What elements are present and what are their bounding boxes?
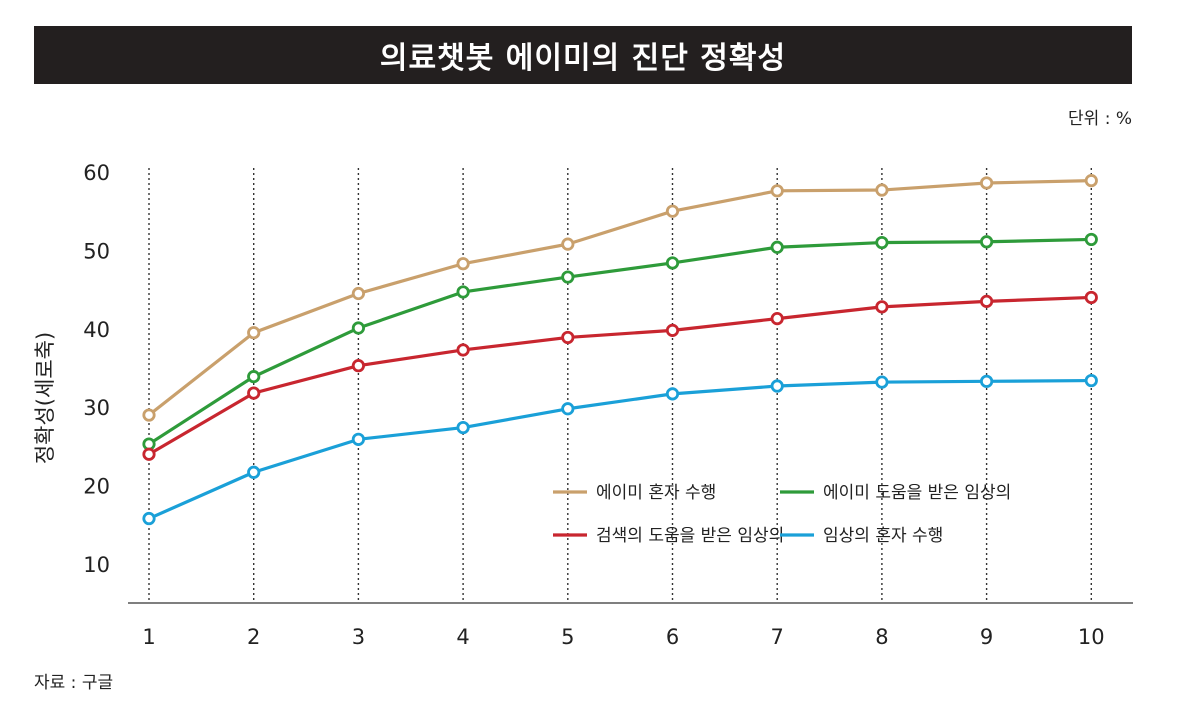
data-point [875, 235, 889, 250]
data-point [875, 300, 889, 314]
legend-item: 임상의 혼자 수행 [780, 526, 943, 546]
data-point [561, 237, 575, 251]
data-point [665, 387, 680, 401]
data-point [561, 270, 575, 284]
data-point [561, 330, 575, 345]
series-line [147, 237, 1093, 446]
data-point [247, 465, 261, 479]
x-tick-label: 8 [875, 625, 888, 649]
data-point [247, 326, 261, 340]
data-point [142, 511, 156, 526]
x-tick-label: 4 [456, 625, 469, 649]
data-point [247, 386, 261, 400]
y-axis-ticks: 10 20 30 40 50 60 [83, 161, 110, 577]
series-line [147, 179, 1093, 417]
data-point [979, 374, 994, 388]
data-point [1084, 290, 1098, 305]
x-tick-label: 3 [352, 625, 365, 649]
data-point [1084, 232, 1098, 247]
series-line [147, 295, 1093, 456]
x-axis-ticks: 1 2 3 4 5 6 7 8 9 10 [142, 625, 1104, 649]
legend-label: 에이미 도움을 받은 임상의 [823, 483, 1011, 503]
data-point [351, 359, 365, 373]
y-tick-label: 40 [83, 318, 110, 342]
data-point [351, 432, 365, 446]
data-point [770, 240, 784, 254]
y-tick-label: 10 [83, 553, 110, 577]
data-point [1084, 174, 1098, 188]
data-point [665, 323, 680, 337]
data-point [979, 235, 994, 249]
series-group [142, 174, 1098, 526]
y-axis-label: 정확성(세로축) [33, 332, 57, 464]
legend-item: 에이미 혼자 수행 [553, 483, 716, 503]
data-point [456, 420, 470, 435]
data-point [665, 204, 680, 218]
x-tick-label: 5 [561, 625, 574, 649]
data-point [351, 286, 365, 301]
data-point [247, 370, 261, 384]
series-1 [142, 174, 1098, 422]
source-label: 자료 : 구글 [34, 673, 114, 693]
legend-label: 임상의 혼자 수행 [823, 526, 943, 546]
unit-label: 단위 : % [1068, 109, 1132, 129]
series-4 [142, 373, 1098, 526]
y-tick-label: 50 [83, 239, 110, 263]
y-tick-label: 30 [83, 396, 110, 420]
chart-title: 의료챗봇 에이미의 진단 정확성 [34, 26, 1132, 84]
data-point [979, 176, 994, 190]
data-point [665, 256, 680, 270]
series-3 [142, 290, 1098, 461]
data-point [979, 294, 994, 308]
data-point [142, 408, 156, 422]
data-point [561, 402, 575, 416]
data-point [351, 321, 365, 335]
data-point [770, 184, 784, 198]
series-2 [142, 232, 1098, 451]
data-point [456, 343, 470, 357]
legend-label: 에이미 혼자 수행 [596, 483, 716, 503]
legend-item: 에이미 도움을 받은 임상의 [780, 483, 1011, 503]
y-tick-label: 20 [83, 475, 110, 499]
x-tick-label: 1 [142, 625, 155, 649]
series-line [147, 378, 1093, 521]
legend-item: 검색의 도움을 받은 임상의 [553, 526, 784, 546]
data-point [875, 375, 889, 389]
data-point [456, 285, 470, 299]
y-tick-label: 60 [83, 161, 110, 185]
data-point [770, 312, 784, 326]
x-tick-label: 6 [666, 625, 679, 649]
data-point [770, 379, 784, 393]
x-tick-label: 9 [980, 625, 993, 649]
data-point [456, 257, 470, 271]
data-point [875, 183, 889, 197]
data-point [142, 447, 156, 461]
legend-label: 검색의 도움을 받은 임상의 [596, 526, 784, 546]
x-tick-label: 7 [771, 625, 784, 649]
x-tick-label: 10 [1078, 625, 1105, 649]
x-tick-label: 2 [247, 625, 260, 649]
data-point [1084, 373, 1098, 388]
